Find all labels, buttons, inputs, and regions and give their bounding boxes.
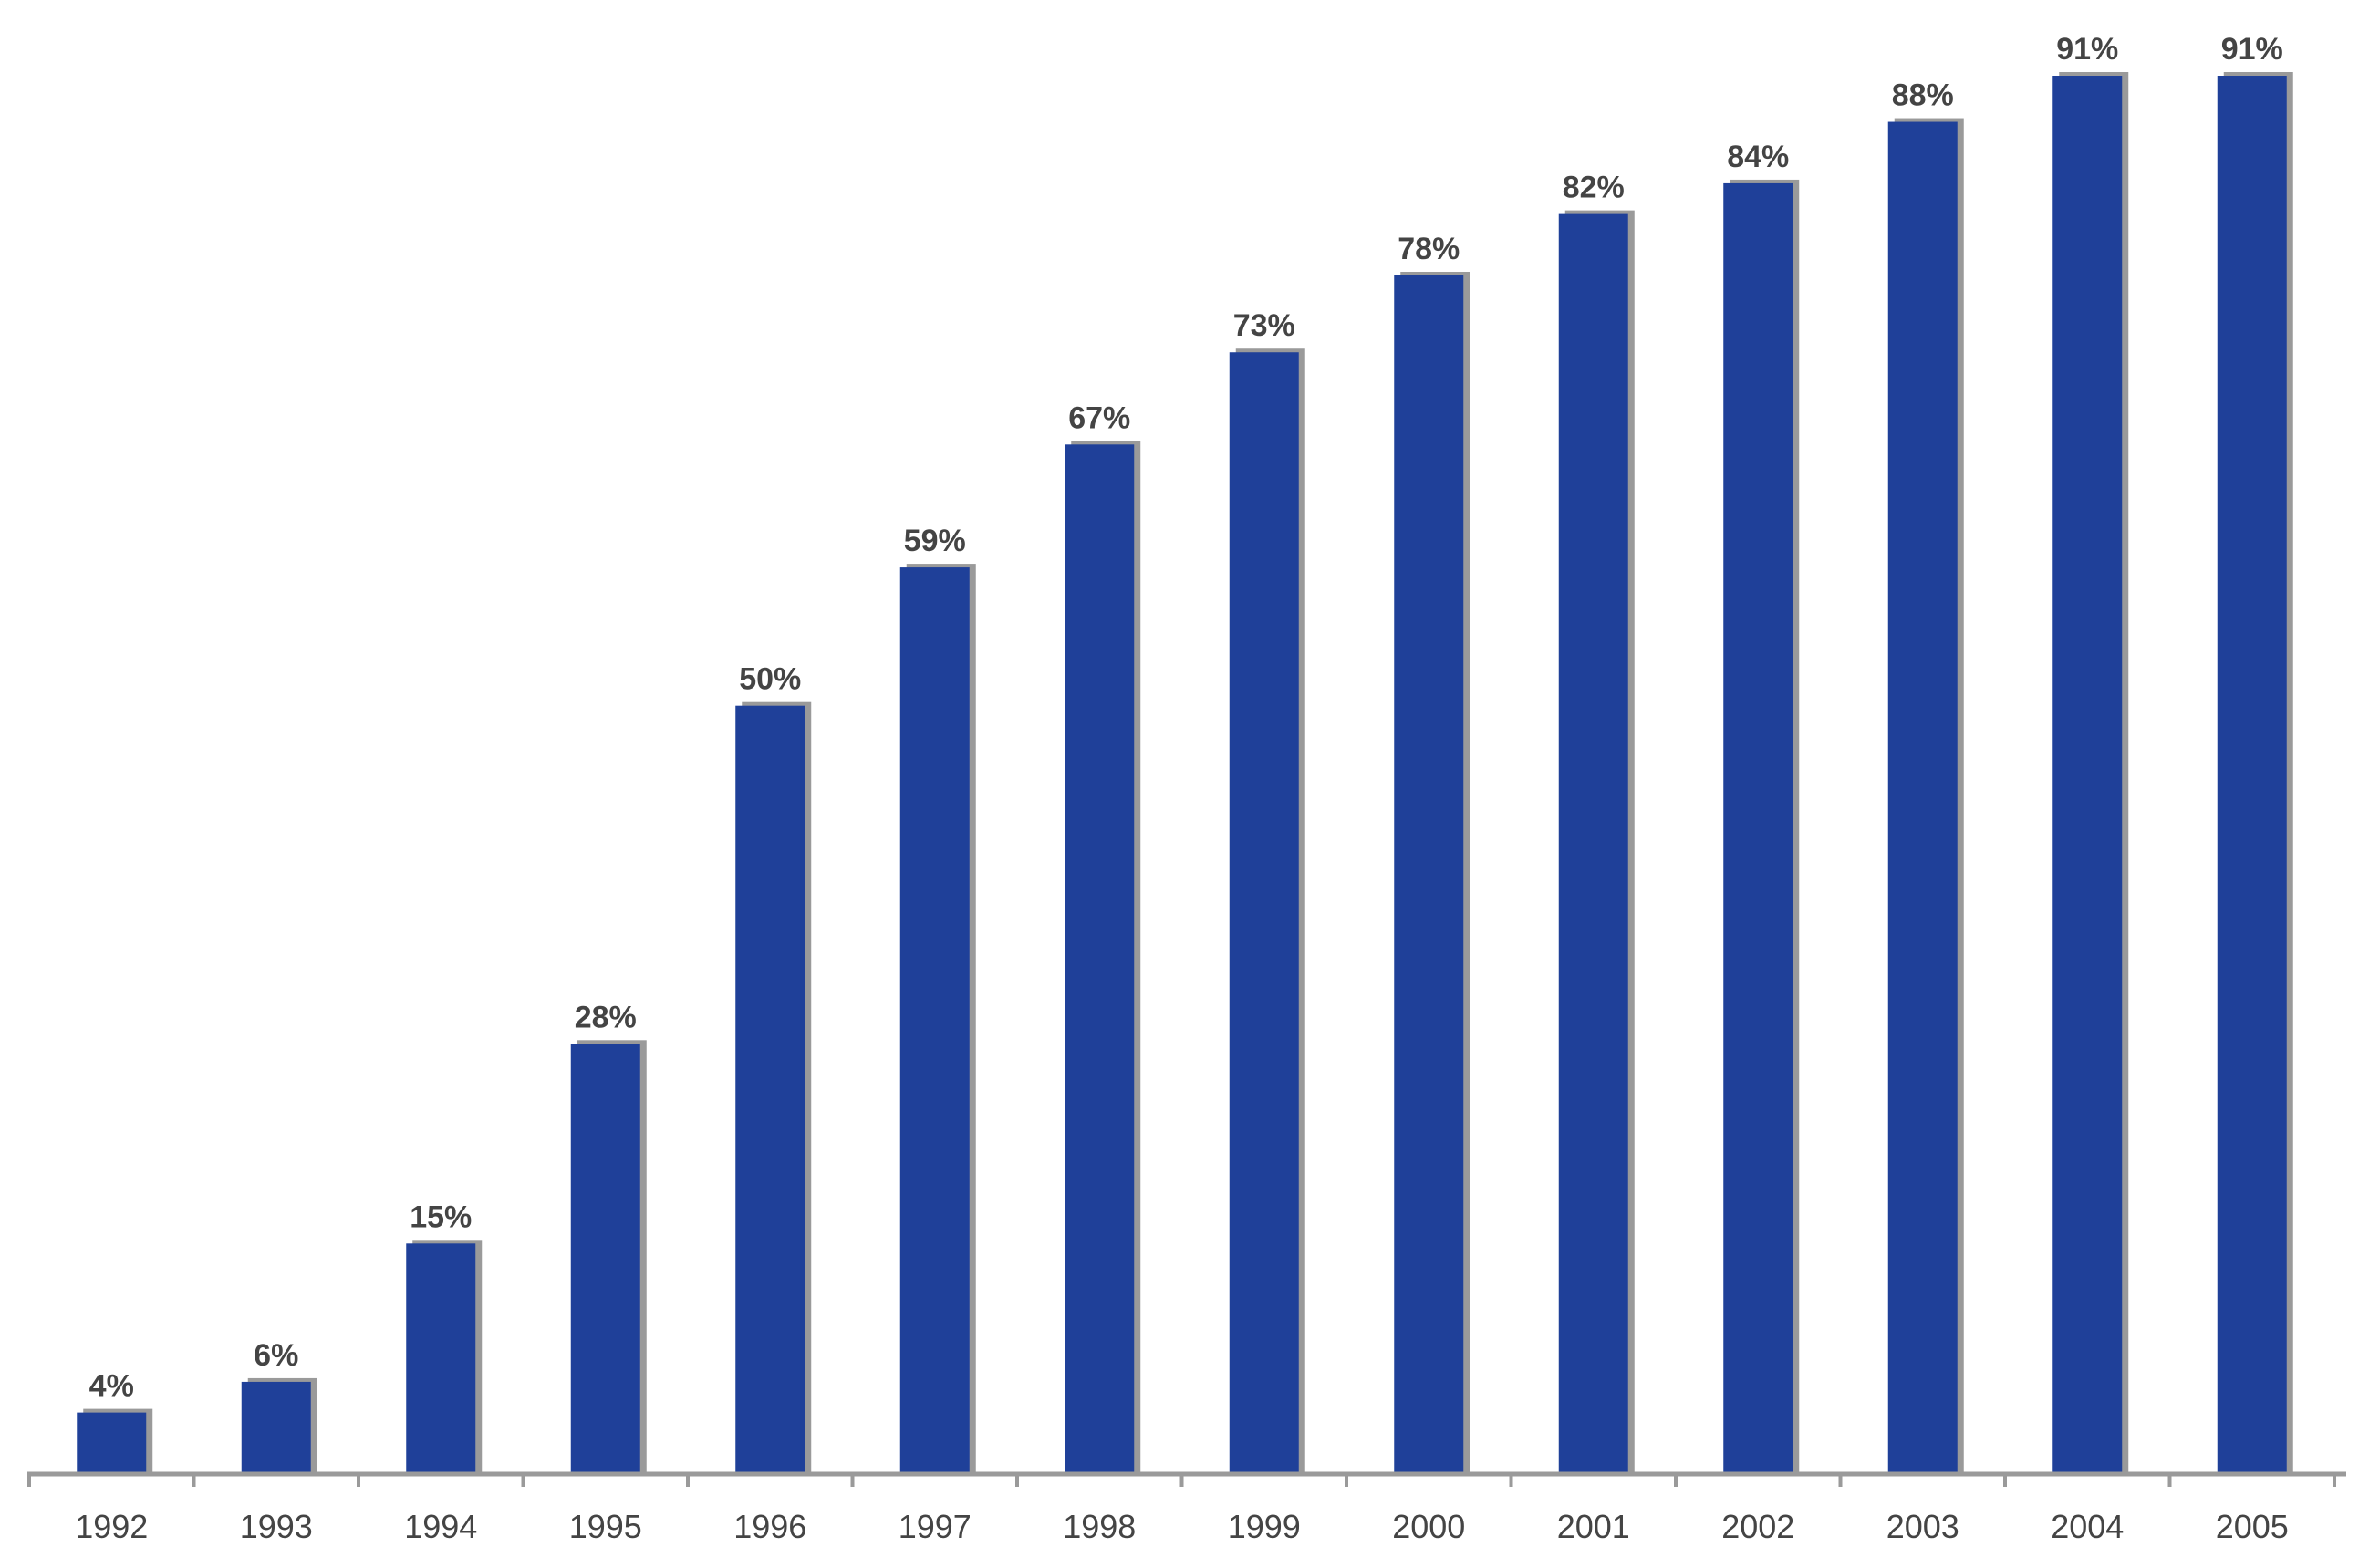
data-label-1994: 15% <box>410 1199 472 1234</box>
data-label-1992: 4% <box>89 1369 134 1404</box>
x-tick-label-1999: 1999 <box>1228 1508 1301 1545</box>
data-label-1998: 67% <box>1068 400 1130 435</box>
data-label-2003: 88% <box>1892 78 1954 113</box>
bar-1993 <box>241 1381 311 1474</box>
bar-2004 <box>2052 76 2123 1474</box>
data-label-1996: 50% <box>739 662 801 697</box>
x-tick-label-1998: 1998 <box>1063 1508 1136 1545</box>
x-tick-label-1994: 1994 <box>404 1508 477 1545</box>
bar-2003 <box>1887 121 1958 1475</box>
data-label-2002: 84% <box>1727 140 1789 174</box>
bar-1996 <box>735 705 805 1474</box>
bar-1995 <box>570 1044 640 1474</box>
bar-2001 <box>1558 213 1628 1475</box>
x-tick-label-1996: 1996 <box>733 1508 806 1545</box>
data-label-2000: 78% <box>1398 232 1460 266</box>
x-tick-label-2001: 2001 <box>1557 1508 1630 1545</box>
x-axis-tick-labels: 1992 1993 1994 1995 1996 1997 1998 1999 2000 2001… <box>75 1508 2289 1545</box>
x-tick-label-2005: 2005 <box>2216 1508 2289 1545</box>
x-tick-label-1995: 1995 <box>569 1508 642 1545</box>
data-label-2005: 91% <box>2221 32 2283 67</box>
x-axis-ticks <box>27 1474 2336 1487</box>
bar-1994 <box>406 1243 476 1474</box>
x-tick-label-2002: 2002 <box>1721 1508 1794 1545</box>
data-label-1999: 73% <box>1233 308 1295 343</box>
bar-2005 <box>2217 76 2287 1474</box>
data-label-1993: 6% <box>254 1338 298 1373</box>
x-tick-label-2000: 2000 <box>1392 1508 1465 1545</box>
x-tick-label-1997: 1997 <box>899 1508 972 1545</box>
data-label-1997: 59% <box>904 524 966 558</box>
x-tick-label-1993: 1993 <box>240 1508 313 1545</box>
bar-1997 <box>899 567 970 1474</box>
bar-2000 <box>1394 275 1464 1474</box>
bar-1992 <box>77 1412 147 1474</box>
data-label-2001: 82% <box>1563 171 1625 205</box>
x-tick-label-2004: 2004 <box>2051 1508 2124 1545</box>
bars <box>77 72 2293 1475</box>
data-labels: 4% 6% 15% 28% 50% 59% 67% 73% 78% 82% 84% 88% 91% 91% <box>89 32 2283 1404</box>
bar-1998 <box>1065 444 1135 1475</box>
bar-2002 <box>1723 182 1793 1474</box>
data-label-1995: 28% <box>575 1000 637 1034</box>
x-tick-label-1992: 1992 <box>75 1508 148 1545</box>
bar-1999 <box>1229 352 1299 1475</box>
data-label-2004: 91% <box>2056 32 2118 67</box>
x-tick-label-2003: 2003 <box>1886 1508 1959 1545</box>
